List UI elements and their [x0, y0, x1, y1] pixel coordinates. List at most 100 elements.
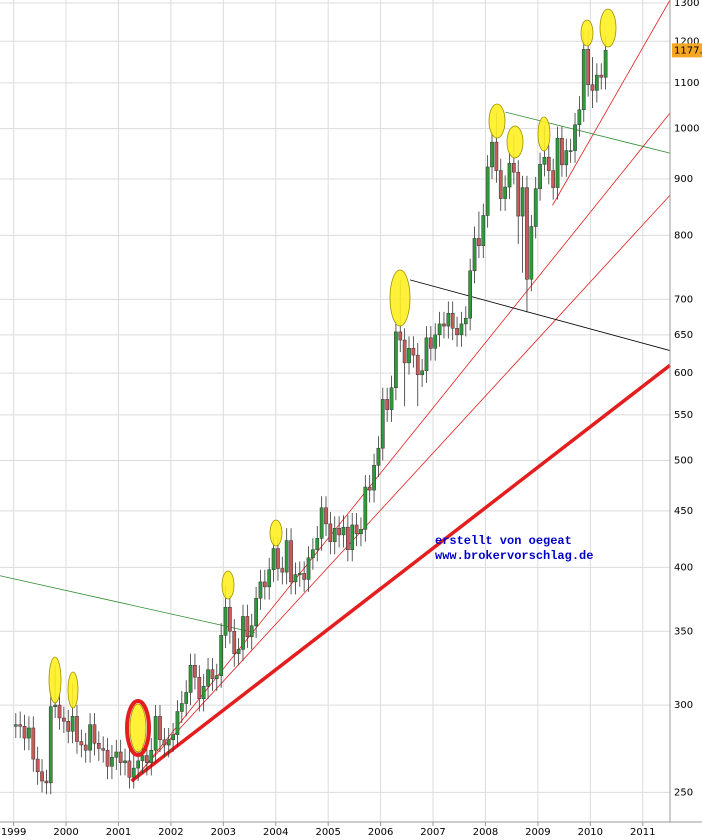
candle-body [258, 581, 263, 599]
y-tick-label: 400 [674, 562, 693, 573]
candle-body [22, 726, 27, 739]
candle-body [249, 625, 254, 638]
highlight [599, 8, 617, 48]
candle-body [345, 526, 350, 550]
candle-body [27, 727, 31, 739]
candle-body [560, 137, 564, 166]
candle-body [319, 507, 324, 539]
x-tick-label: 2009 [525, 827, 550, 838]
candle-body [568, 150, 573, 152]
candle-body [376, 447, 381, 466]
candle-body [193, 665, 197, 678]
x-tick-label: 1999 [1, 827, 26, 838]
y-tick-label: 700 [674, 294, 693, 305]
y-tick-label: 550 [674, 410, 693, 421]
candle-body [188, 665, 193, 693]
candle-body [424, 337, 429, 372]
candle-body [538, 164, 542, 189]
y-tick-label: 1200 [674, 36, 699, 47]
candle-body [332, 528, 337, 542]
candle-body [57, 704, 62, 719]
candle-body [201, 686, 206, 699]
candle-body [512, 163, 516, 173]
candle-body [166, 739, 171, 746]
candle-body [411, 348, 416, 356]
trendline [505, 111, 671, 154]
candle-body [75, 716, 79, 742]
candle-body [468, 270, 473, 319]
candle-body [420, 370, 424, 376]
x-tick-label: 2006 [368, 827, 393, 838]
candle-body [284, 540, 289, 573]
candle-body [581, 49, 586, 111]
candle-body [328, 523, 333, 542]
candle-body [533, 188, 538, 227]
y-tick-label: 650 [674, 330, 693, 341]
y-tick-label: 300 [674, 700, 693, 711]
x-tick-label: 2003 [211, 827, 236, 838]
highlight [129, 703, 147, 753]
x-tick-label: 2010 [578, 827, 603, 838]
candle-body [88, 724, 92, 751]
candle-body [446, 312, 451, 327]
candle-body [127, 760, 132, 778]
candle-body [145, 755, 149, 763]
candle-body [363, 486, 368, 530]
y-tick-label: 500 [674, 455, 693, 466]
candle-body [245, 616, 250, 638]
candle-body [297, 573, 302, 575]
candle-body [525, 187, 529, 280]
candle-body [407, 348, 411, 364]
candle-body [131, 767, 136, 778]
candle-body [114, 751, 119, 758]
candle-body [140, 755, 145, 762]
candle-body [520, 187, 525, 217]
candle-body [162, 739, 167, 746]
candle-body [136, 760, 140, 769]
candle-body [555, 137, 560, 188]
candle-body [79, 741, 84, 746]
candle-body [485, 166, 490, 216]
candle-body [302, 573, 307, 580]
candle-body [315, 538, 320, 550]
candle-body [402, 339, 407, 364]
x-tick-label: 2007 [420, 827, 445, 838]
candle-body [236, 649, 241, 654]
candle-body [516, 171, 521, 217]
candle-body [280, 568, 285, 573]
candle-body [595, 74, 599, 91]
x-tick-label: 2005 [315, 827, 340, 838]
candle-body [477, 238, 481, 246]
y-tick-label: 800 [674, 230, 693, 241]
candle-body [241, 616, 245, 650]
highlight-ring [125, 699, 151, 757]
highlight [580, 19, 594, 47]
candle-body [455, 328, 459, 336]
candle-body [324, 507, 328, 525]
highlight [537, 116, 551, 152]
candle-body [551, 170, 556, 188]
candle-body [289, 540, 293, 583]
candle-body [389, 387, 394, 410]
x-tick-label: 2001 [106, 827, 131, 838]
trendlines [0, 0, 672, 783]
candle-body [276, 548, 280, 569]
candle-body [53, 704, 57, 707]
candle-body [354, 524, 359, 535]
candle-body [184, 692, 189, 704]
y-tick-label: 1000 [674, 124, 699, 135]
candle-body [101, 748, 106, 751]
candle-body [359, 529, 363, 535]
candle-body [529, 226, 534, 280]
candles [13, 30, 608, 795]
y-tick-label: 600 [674, 368, 693, 379]
candle-body [507, 163, 512, 188]
candle-body [153, 716, 158, 751]
highlights [48, 8, 617, 753]
candle-body [503, 186, 507, 199]
trendline [130, 363, 672, 783]
highlight [488, 103, 506, 139]
x-tick-label: 2008 [473, 827, 498, 838]
